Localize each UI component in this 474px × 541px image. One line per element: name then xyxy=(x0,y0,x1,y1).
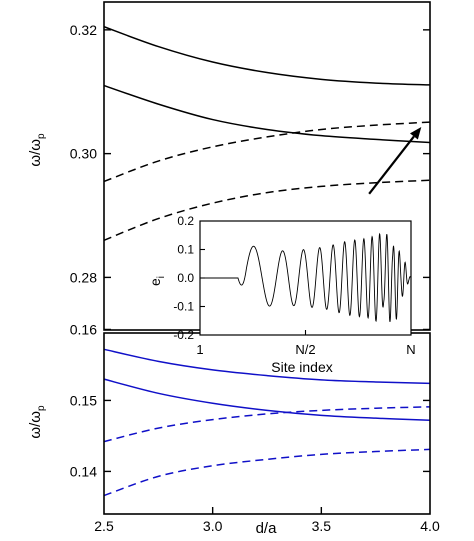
inset-ytick-label: 0.1 xyxy=(177,243,194,257)
top-series-3 xyxy=(103,121,431,183)
bottom-series-4 xyxy=(103,448,431,497)
inset-panel: -0.2 -0.1 0.0 0.1 0.2 1 N/2 N ei Site index xyxy=(147,214,416,375)
top-ylabel-main: ω/ω xyxy=(27,139,44,167)
arrow-head xyxy=(409,127,422,140)
bottom-series-1 xyxy=(103,348,431,385)
top-ytick-label: 0.28 xyxy=(70,269,97,285)
top-series-2 xyxy=(103,84,431,144)
inset-ytick-label: -0.1 xyxy=(173,300,194,314)
inset-xlabel: Site index xyxy=(271,359,332,375)
top-series-4 xyxy=(103,179,431,241)
inset-xtick-label: 1 xyxy=(196,342,203,357)
inset-ytick-label: 0.2 xyxy=(177,214,194,228)
bottom-xlabel: d/a xyxy=(256,520,278,537)
top-ytick-label: 0.32 xyxy=(70,22,97,38)
inset-ytick-label: -0.2 xyxy=(173,328,194,342)
bottom-xtick-label: 3.5 xyxy=(312,518,332,534)
bottom-xtick-label: 2.5 xyxy=(94,518,114,534)
top-arrow xyxy=(368,127,422,195)
top-ytick-label: 0.30 xyxy=(70,146,97,162)
bottom-series-2 xyxy=(103,378,431,422)
bottom-ylabel: ω/ωp xyxy=(27,405,47,439)
top-ticks: 0.28 0.30 0.32 xyxy=(70,22,430,330)
bottom-ytick-label: 0.16 xyxy=(70,321,97,337)
bottom-ticks: 0.14 0.15 0.16 2.5 3.0 3.5 4.0 xyxy=(70,321,440,534)
bottom-xtick-label: 4.0 xyxy=(420,518,440,534)
inset-ytick-label: 0.0 xyxy=(177,271,194,285)
top-plot-area xyxy=(103,26,431,241)
inset-xtick-label: N xyxy=(406,342,415,357)
top-panel: 0.28 0.30 0.32 ω/ωp xyxy=(27,1,431,331)
inset-xtick-label: N/2 xyxy=(295,342,315,357)
top-ylabel-sub: p xyxy=(36,133,47,139)
inset-ticks: -0.2 -0.1 0.0 0.1 0.2 1 N/2 N xyxy=(173,214,415,357)
bottom-plot-area xyxy=(103,348,431,497)
bottom-xtick-label: 3.0 xyxy=(203,518,223,534)
bottom-panel: 0.14 0.15 0.16 2.5 3.0 3.5 4.0 ω/ωp d/a xyxy=(27,321,440,537)
top-ylabel: ω/ωp xyxy=(27,133,47,167)
inset-plot-area xyxy=(200,232,412,322)
inset-series xyxy=(200,232,412,322)
arrow-shaft xyxy=(368,135,415,195)
top-series-1 xyxy=(103,26,431,86)
bottom-ytick-label: 0.14 xyxy=(70,463,97,479)
inset-ylabel: ei xyxy=(147,276,167,286)
bottom-series-3 xyxy=(103,406,431,443)
inset-ylabel-main: e xyxy=(147,278,163,286)
bottom-ylabel-main: ω/ω xyxy=(27,411,44,439)
inset-ylabel-sub: i xyxy=(156,276,167,278)
bottom-ytick-label: 0.15 xyxy=(70,392,97,408)
bottom-ylabel-sub: p xyxy=(36,405,47,411)
